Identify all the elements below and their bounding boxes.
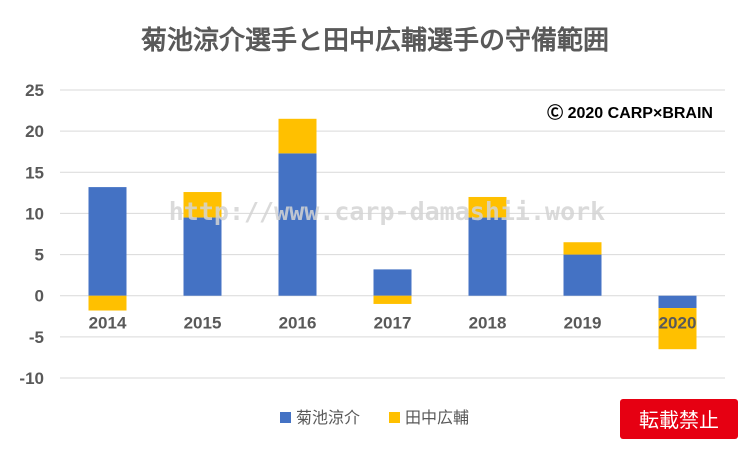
x-tick-label: 2014 [89, 314, 127, 333]
no-reprint-badge-bg [620, 399, 738, 439]
x-tick-label: 2015 [184, 314, 222, 333]
bars [88, 118, 697, 350]
y-tick-label: 0 [35, 287, 44, 306]
y-tick-label: 15 [25, 163, 44, 182]
bar-kikuchi-2017 [373, 269, 412, 296]
x-tick-label: 2020 [659, 314, 697, 333]
bar-tanaka-2020 [658, 308, 697, 350]
legend-swatch [280, 412, 291, 423]
x-axis-ticks: 2014 2015 2016 2017 2018 2019 2020 [89, 314, 697, 333]
bar-kikuchi-2014 [88, 187, 127, 296]
no-reprint-badge: 転載禁止 [620, 399, 738, 439]
bar-kikuchi-2019 [563, 254, 602, 296]
bar-tanaka-2019 [563, 242, 602, 255]
x-tick-label: 2018 [469, 314, 507, 333]
watermark-url: http://www.carp-damashii.work [169, 197, 606, 226]
legend-label: 田中広輔 [405, 408, 469, 427]
bar-kikuchi-2015 [183, 217, 222, 296]
no-reprint-badge-label: 転載禁止 [639, 408, 719, 432]
legend: 菊池涼介 田中広輔 [280, 408, 469, 427]
bar-tanaka-2017 [373, 295, 412, 304]
y-tick-label: 25 [25, 81, 44, 100]
bar-kikuchi-2020 [658, 295, 697, 309]
bar-tanaka-2014 [88, 295, 127, 311]
bar-tanaka-2016 [278, 118, 317, 154]
y-tick-label: -10 [19, 369, 44, 388]
x-tick-label: 2019 [564, 314, 602, 333]
legend-label: 菊池涼介 [296, 408, 360, 427]
gridlines [60, 89, 725, 379]
legend-swatch [389, 412, 400, 423]
x-tick-label: 2016 [279, 314, 317, 333]
x-tick-label: 2017 [374, 314, 412, 333]
y-tick-label: 20 [25, 122, 44, 141]
bar-kikuchi-2018 [468, 217, 507, 296]
y-axis-ticks: -10 -5 0 5 10 15 20 25 [19, 81, 44, 388]
y-tick-label: -5 [29, 328, 44, 347]
y-tick-label: 5 [35, 246, 44, 265]
bar-tanaka-2015 [183, 192, 222, 218]
bar-kikuchi-2016 [278, 153, 317, 296]
y-tick-label: 10 [25, 204, 44, 223]
chart-title: 菊池涼介選手と田中広輔選手の守備範囲 [141, 25, 609, 56]
copyright-note: Ⓒ 2020 CARP×BRAIN [547, 103, 713, 122]
bar-tanaka-2018 [468, 196, 507, 218]
